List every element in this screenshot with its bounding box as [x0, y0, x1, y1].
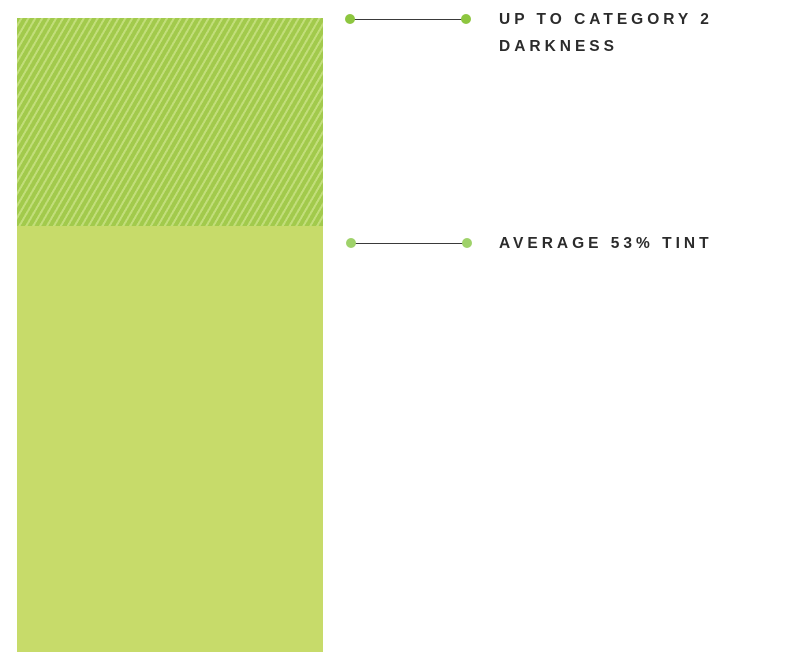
connector-line: [351, 242, 467, 244]
label-category-darkness: UP TO CATEGORY 2 DARKNESS: [499, 6, 713, 60]
connector-average-tint: [346, 238, 472, 248]
label-line-2: DARKNESS: [499, 38, 618, 55]
label-line-1: AVERAGE 53% TINT: [499, 235, 713, 252]
connector-dot-end: [461, 14, 471, 24]
label-average-tint: AVERAGE 53% TINT: [499, 230, 713, 257]
connector-dot-start: [346, 238, 356, 248]
connector-dot-start: [345, 14, 355, 24]
bar-segment-hatched: [17, 18, 323, 226]
bar-segment-solid: [17, 226, 323, 652]
connector-dot-end: [462, 238, 472, 248]
label-line-1: UP TO CATEGORY 2: [499, 11, 713, 28]
connector-line: [350, 18, 466, 20]
connector-category-darkness: [345, 14, 471, 24]
